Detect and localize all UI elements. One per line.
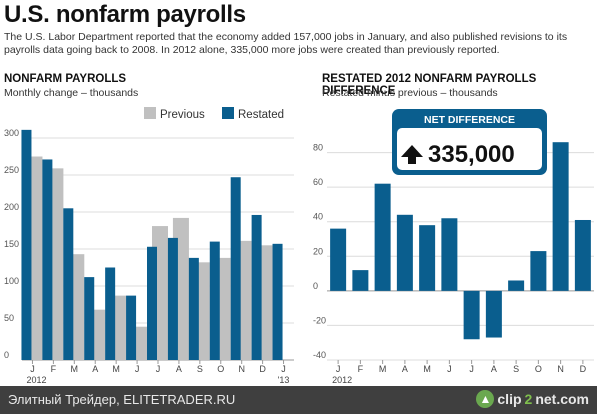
bar-difference bbox=[396, 214, 413, 291]
bar-restated bbox=[209, 241, 220, 360]
x-tick-label: J bbox=[447, 364, 452, 374]
x-tick-label: J bbox=[336, 364, 341, 374]
x-tick-label: O bbox=[535, 364, 542, 374]
x-tick-label: M bbox=[71, 364, 79, 374]
x-tick-label: M bbox=[423, 364, 431, 374]
difference-bar-chart: -40 -20 0 20 40 60 80 J F M A M J J A S O N D 2012 NET DIFFE… bbox=[313, 109, 594, 385]
x-tick-label: M bbox=[379, 364, 387, 374]
chart2-title: RESTATED 2012 NONFARM PAYROLLS DIFFERENC… bbox=[322, 73, 537, 97]
bar-difference bbox=[374, 183, 391, 291]
up-arrow-logo-icon: ▲ bbox=[476, 390, 495, 408]
x-tick-label: A bbox=[402, 364, 408, 374]
legend-swatch-restated bbox=[222, 107, 234, 119]
y-tick-label: 200 bbox=[4, 202, 19, 212]
logo-text-pre: clip bbox=[497, 391, 522, 407]
footer-text: Элитный Трейдер, ELITETRADER.RU bbox=[8, 392, 236, 407]
y-tick-label: 150 bbox=[4, 239, 19, 249]
bar-difference bbox=[330, 228, 347, 291]
bar-restated bbox=[167, 237, 178, 360]
logo-text-post: net.com bbox=[535, 391, 589, 407]
x-tick-label: M bbox=[112, 364, 120, 374]
y-tick-label: 250 bbox=[4, 165, 19, 175]
bar-difference bbox=[352, 270, 369, 291]
y-tick-label: -20 bbox=[313, 315, 326, 325]
x-tick-label: S bbox=[197, 364, 203, 374]
bar-restated bbox=[84, 277, 95, 360]
badge-inner-panel bbox=[397, 128, 542, 170]
x-tick-label: A bbox=[176, 364, 182, 374]
x-year-label: 2012 bbox=[26, 375, 46, 385]
x-tick-label: J bbox=[281, 364, 286, 374]
x-tick-label: O bbox=[217, 364, 224, 374]
y-tick-label: 0 bbox=[313, 281, 318, 291]
legend-swatch-previous bbox=[144, 107, 156, 119]
x-year-label: 2012 bbox=[332, 375, 352, 385]
x-year-label: '13 bbox=[278, 375, 290, 385]
bar-difference bbox=[530, 251, 547, 291]
x-tick-label: N bbox=[238, 364, 245, 374]
bar-difference bbox=[419, 225, 436, 291]
bar-difference bbox=[508, 280, 525, 291]
x-tick-label: S bbox=[513, 364, 519, 374]
bar-difference bbox=[441, 218, 458, 291]
bar-restated bbox=[21, 129, 32, 360]
chart2-subtitle: Restated minus previous – thousands bbox=[322, 87, 498, 99]
x-tick-label: F bbox=[358, 364, 364, 374]
bar-restated bbox=[251, 214, 262, 360]
bar-restated bbox=[105, 267, 116, 360]
page-subtitle: The U.S. Labor Department reported that … bbox=[4, 31, 568, 56]
legend-label-restated: Restated bbox=[238, 109, 284, 121]
bar-restated bbox=[63, 208, 74, 360]
x-tick-label: D bbox=[580, 364, 587, 374]
page-title: U.S. nonfarm payrolls bbox=[4, 1, 246, 28]
bar-restated bbox=[147, 246, 157, 360]
x-tick-label: J bbox=[156, 364, 161, 374]
y-tick-label: 40 bbox=[313, 212, 323, 222]
bar-restated bbox=[230, 177, 241, 360]
bar-restated bbox=[126, 295, 137, 360]
y-tick-label: 50 bbox=[4, 313, 14, 323]
chart1-title: NONFARM PAYROLLS bbox=[4, 73, 127, 85]
x-tick-label: J bbox=[135, 364, 140, 374]
x-tick-label: D bbox=[259, 364, 266, 374]
y-tick-label: 300 bbox=[4, 128, 19, 138]
bar-restated bbox=[188, 257, 199, 360]
y-tick-label: 60 bbox=[313, 177, 323, 187]
bar-difference bbox=[552, 142, 569, 291]
legend-label-previous: Previous bbox=[160, 109, 205, 121]
x-tick-label: F bbox=[51, 364, 57, 374]
bar-restated bbox=[42, 159, 53, 360]
x-tick-label: J bbox=[30, 364, 35, 374]
y-tick-label: 20 bbox=[313, 246, 323, 256]
badge-value: 335,000 bbox=[428, 141, 515, 168]
x-tick-label: A bbox=[92, 364, 98, 374]
y-tick-label: 100 bbox=[4, 276, 19, 286]
x-tick-label: J bbox=[469, 364, 474, 374]
bar-difference bbox=[574, 219, 591, 291]
logo-text-two: 2 bbox=[524, 391, 533, 407]
y-tick-label: 0 bbox=[4, 350, 9, 360]
bar-difference bbox=[463, 290, 480, 340]
up-arrow-icon bbox=[401, 145, 423, 164]
footer-bar: Элитный Трейдер, ELITETRADER.RU ▲ clip 2 n… bbox=[0, 386, 597, 414]
clip2net-logo[interactable]: ▲ clip 2 net.com bbox=[476, 390, 589, 408]
badge-label: NET DIFFERENCE bbox=[424, 114, 515, 126]
y-tick-label: 80 bbox=[313, 143, 323, 153]
x-tick-label: A bbox=[491, 364, 497, 374]
bar-difference bbox=[485, 290, 502, 338]
bar-restated bbox=[272, 243, 283, 360]
chart1-subtitle: Monthly change – thousands bbox=[4, 87, 139, 99]
x-tick-label: N bbox=[557, 364, 564, 374]
y-tick-label: -40 bbox=[313, 350, 326, 360]
